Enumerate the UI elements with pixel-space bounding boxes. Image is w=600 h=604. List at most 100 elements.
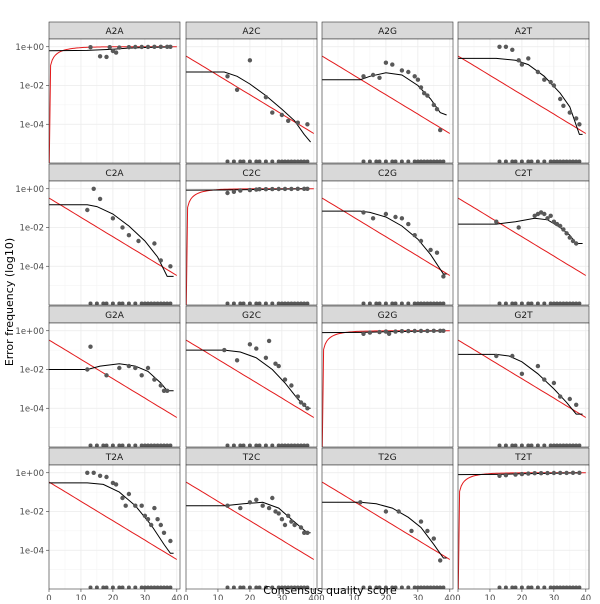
zero-count-point bbox=[367, 159, 372, 163]
observed-point bbox=[377, 75, 382, 81]
panel-background bbox=[322, 181, 453, 305]
zero-count-point bbox=[441, 159, 446, 163]
facet-strip-label: G2C bbox=[242, 311, 261, 321]
x-tick-label: 0 bbox=[319, 594, 324, 600]
zero-count-point bbox=[101, 585, 106, 589]
panel-border bbox=[457, 464, 590, 590]
observed-point bbox=[551, 83, 557, 88]
observed-point bbox=[276, 186, 281, 192]
zero-count-point bbox=[551, 443, 556, 447]
observed-point bbox=[422, 91, 427, 96]
observed-point bbox=[516, 58, 521, 63]
zero-count-point bbox=[133, 301, 138, 305]
zero-count-point bbox=[542, 443, 547, 447]
observed-point bbox=[535, 69, 541, 75]
observed-point bbox=[370, 72, 376, 78]
observed-point bbox=[295, 186, 300, 191]
zero-count-point bbox=[574, 301, 579, 305]
zero-count-point bbox=[438, 159, 443, 163]
zero-count-point bbox=[393, 159, 398, 163]
x-tick-label: 10 bbox=[76, 594, 87, 600]
zero-count-point bbox=[529, 301, 534, 305]
zero-count-point bbox=[279, 159, 284, 163]
zero-count-point bbox=[225, 159, 230, 163]
facet-panel-t2t: T2T 0 10 20 30 40 bbox=[455, 447, 591, 604]
observed-point bbox=[168, 264, 173, 269]
zero-count-point bbox=[263, 443, 268, 447]
observed-point bbox=[231, 189, 237, 194]
zero-count-point bbox=[422, 159, 427, 163]
observed-point bbox=[441, 274, 446, 279]
x-tick-label: 10 bbox=[213, 594, 224, 600]
zero-count-point bbox=[555, 443, 559, 447]
observed-point bbox=[295, 394, 300, 399]
observed-point bbox=[139, 373, 144, 378]
zero-count-point bbox=[419, 585, 423, 589]
zero-count-point bbox=[295, 443, 300, 447]
observed-point bbox=[158, 383, 163, 388]
observed-point bbox=[282, 522, 288, 528]
zero-count-point bbox=[513, 585, 518, 589]
observed-point bbox=[155, 517, 160, 522]
zero-count-point bbox=[279, 585, 284, 589]
zero-count-point bbox=[120, 585, 125, 589]
observed-point bbox=[126, 363, 132, 369]
observed-point bbox=[139, 503, 144, 508]
observed-point bbox=[305, 186, 310, 191]
panel-border bbox=[457, 180, 590, 306]
zero-count-point bbox=[564, 443, 569, 447]
zero-count-point bbox=[406, 301, 411, 305]
zero-count-point bbox=[276, 159, 281, 163]
zero-count-point bbox=[567, 301, 572, 305]
observed-point bbox=[279, 112, 285, 118]
zero-count-point bbox=[292, 159, 297, 163]
observed-point bbox=[234, 358, 240, 363]
zero-count-point bbox=[542, 159, 547, 163]
observed-point bbox=[97, 54, 103, 59]
zero-count-point bbox=[428, 159, 433, 163]
observed-point bbox=[438, 127, 443, 133]
facet-panel-g2a: G2A 1e+00 1e-02 1e-04 bbox=[15, 305, 181, 448]
panel-border bbox=[185, 322, 318, 448]
zero-count-point bbox=[94, 443, 99, 447]
zero-count-point bbox=[535, 443, 540, 447]
panel-content bbox=[186, 338, 315, 447]
observed-point bbox=[418, 85, 424, 90]
observed-point bbox=[561, 103, 566, 109]
zero-count-point bbox=[299, 585, 303, 589]
zero-count-point bbox=[225, 585, 230, 589]
zero-count-point bbox=[155, 301, 160, 305]
observed-point bbox=[532, 213, 537, 218]
observed-point bbox=[526, 56, 531, 61]
panel-background bbox=[186, 323, 317, 447]
x-tick-label: 0 bbox=[46, 594, 51, 600]
zero-count-point bbox=[231, 443, 236, 447]
x-tick-label: 30 bbox=[139, 594, 150, 600]
zero-count-point bbox=[238, 301, 243, 305]
zero-count-point bbox=[406, 585, 411, 589]
zero-count-point bbox=[254, 443, 259, 447]
zero-count-point bbox=[519, 585, 524, 589]
zero-count-point bbox=[168, 301, 173, 305]
panel-content bbox=[49, 186, 178, 305]
zero-count-point bbox=[526, 301, 531, 305]
zero-count-point bbox=[279, 301, 284, 305]
zero-count-point bbox=[139, 585, 144, 589]
fitted-error-line bbox=[49, 204, 174, 277]
observed-point bbox=[542, 77, 547, 82]
zero-count-point bbox=[503, 585, 508, 589]
zero-count-point bbox=[435, 159, 439, 163]
x-tick-label: 20 bbox=[107, 594, 118, 600]
panel-border bbox=[321, 180, 454, 306]
observed-point bbox=[113, 482, 119, 487]
zero-count-point bbox=[231, 159, 236, 163]
zero-count-point bbox=[422, 585, 427, 589]
facet-strip-label: T2C bbox=[242, 453, 261, 463]
zero-count-point bbox=[276, 585, 281, 589]
zero-count-point bbox=[555, 159, 559, 163]
observed-point bbox=[396, 509, 401, 514]
observed-point bbox=[305, 530, 310, 535]
zero-count-point bbox=[295, 301, 300, 305]
zero-count-point bbox=[425, 585, 430, 589]
